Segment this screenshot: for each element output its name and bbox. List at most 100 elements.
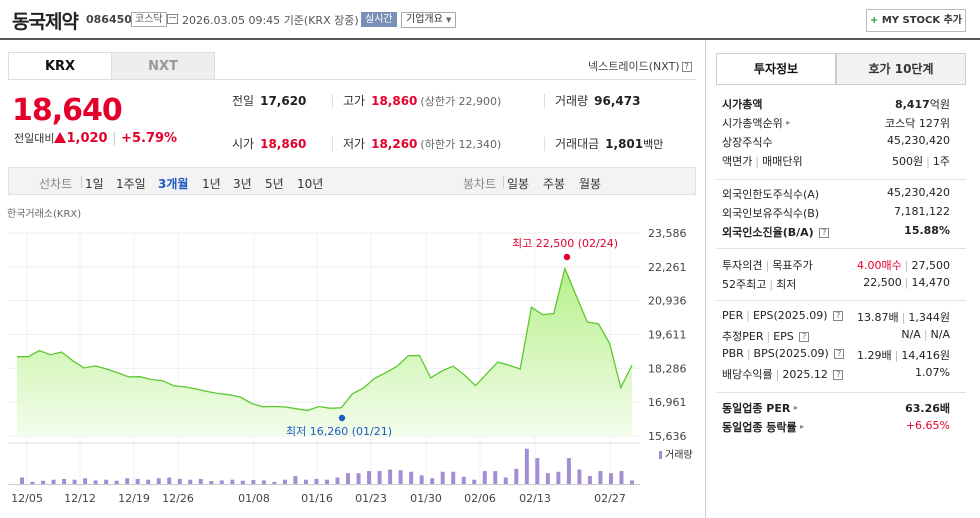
divider <box>81 176 82 188</box>
chevron-right-icon[interactable]: ▸ <box>793 403 798 412</box>
volume-bar <box>230 479 235 484</box>
info-value: 1.07% <box>915 366 950 379</box>
corp-info-dropdown[interactable]: 기업개요 ▼ <box>401 12 457 28</box>
tab-underline <box>716 84 966 85</box>
current-price: 18,640 <box>12 93 123 128</box>
candle-daily[interactable]: 일봉 <box>507 177 530 191</box>
volume-bar <box>630 480 634 484</box>
chevron-right-icon[interactable]: ▸ <box>786 118 791 127</box>
volume-bar <box>209 481 214 484</box>
tab-invest-info[interactable]: 투자정보 <box>716 53 836 85</box>
nxt-link[interactable]: 넥스트레이드(NXT)? <box>588 58 692 74</box>
volume-bar <box>598 471 603 484</box>
help-icon[interactable]: ? <box>834 349 845 359</box>
volume-bar <box>261 480 266 484</box>
add-mystock-button[interactable]: + MY STOCK 추가 <box>866 9 966 32</box>
low-marker <box>338 414 346 422</box>
tab-orderbook[interactable]: 호가 10단계 <box>836 53 966 85</box>
volume-bar <box>272 481 277 484</box>
tab-nxt[interactable]: NXT <box>111 52 215 80</box>
y-tick-label: 23,586 <box>648 227 687 240</box>
volume-bar <box>356 473 361 484</box>
help-icon[interactable]: ? <box>681 62 692 72</box>
help-icon[interactable]: ? <box>799 332 810 342</box>
x-tick-label: 12/05 <box>11 492 43 505</box>
y-tick-label: 20,936 <box>648 295 687 308</box>
change-label: 전일대비 <box>14 132 55 145</box>
info-row: 투자의견 | 목표주가 4.00매수 | 27,500 <box>722 257 950 275</box>
volume-bar <box>577 469 582 484</box>
volume-bar <box>346 473 351 484</box>
stat-open: 시가 18,860 <box>232 137 307 151</box>
volume-bar <box>388 469 393 484</box>
price-line <box>17 266 633 412</box>
tab-krx[interactable]: KRX <box>8 52 112 80</box>
info-value: 500원 | 1주 <box>892 155 950 168</box>
divider <box>716 179 966 180</box>
period-3y[interactable]: 3년 <box>233 177 252 191</box>
x-tick-label: 02/27 <box>594 492 626 505</box>
y-tick-label: 15,636 <box>648 430 687 443</box>
quote-stats: 전일 17,620 고가 18,860 (상한가 22,900) 거래량 96,473 … <box>232 88 692 158</box>
chart-source-label: 한국거래소(KRX) <box>7 208 81 220</box>
volume-bar <box>240 480 245 484</box>
info-value: 45,230,420 <box>887 134 950 147</box>
volume-bar <box>493 471 498 484</box>
stat-high: 고가 18,860 (상한가 22,900) <box>343 94 502 108</box>
info-label: 배당수익률 | 2025.12 ? <box>722 366 844 382</box>
volume-bar <box>219 480 224 484</box>
volume-bar <box>619 471 624 484</box>
period-1d[interactable]: 1일 <box>85 177 104 191</box>
period-1y[interactable]: 1년 <box>202 177 221 191</box>
chevron-right-icon[interactable]: ▸ <box>800 422 805 431</box>
period-5y[interactable]: 5년 <box>265 177 284 191</box>
volume-bar <box>251 480 256 484</box>
period-3m[interactable]: 3개월 <box>158 177 189 191</box>
info-label: 외국인소진율(B/A) ? <box>722 224 830 240</box>
up-arrow-icon <box>54 132 67 143</box>
period-1w[interactable]: 1주일 <box>116 177 146 191</box>
divider <box>716 392 966 393</box>
volume-bar <box>72 479 77 484</box>
info-label: 외국인한도주식수(A) <box>722 188 820 201</box>
volume-bar <box>30 481 35 484</box>
divider <box>716 248 966 249</box>
stock-code: 086450 <box>86 13 132 26</box>
plus-icon: + <box>869 15 879 26</box>
info-row: PER | EPS(2025.09) ? 13.87배 | 1,344원 <box>722 309 950 327</box>
volume-bar <box>377 471 382 484</box>
line-chart-label: 선차트 <box>39 177 73 191</box>
y-tick-label: 22,261 <box>648 261 687 274</box>
y-tick-label: 16,961 <box>648 396 687 409</box>
volume-bar <box>566 458 571 484</box>
volume-bar <box>524 448 529 484</box>
info-row: 액면가 | 매매단위 500원 | 1주 <box>722 153 950 171</box>
volume-bar <box>125 478 130 484</box>
candle-monthly[interactable]: 월봉 <box>579 177 602 191</box>
change-percent: +5.79% <box>121 131 178 146</box>
info-value: 45,230,420 <box>887 186 950 199</box>
help-icon[interactable]: ? <box>833 370 844 380</box>
price-chart-svg: 한국거래소(KRX) 23,586 22,261 20,936 19,611 18,286… <box>7 208 693 505</box>
candle-weekly[interactable]: 주봉 <box>543 177 566 191</box>
volume-bar <box>535 458 540 484</box>
volume-bar <box>325 479 329 484</box>
info-label: 동일업종 PER ▸ <box>722 402 798 415</box>
info-row: 외국인소진율(B/A) ? 15.88% <box>722 224 950 242</box>
period-10y[interactable]: 10년 <box>297 177 324 191</box>
volume-bar <box>398 470 403 484</box>
info-row: PBR | BPS(2025.09) ? 1.29배 | 14,416원 <box>722 347 950 365</box>
volume-bar <box>282 479 287 484</box>
volume-bar <box>461 476 466 484</box>
info-label: 투자의견 | 목표주가 <box>722 259 813 272</box>
info-label: 외국인보유주식수(B) <box>722 207 820 220</box>
info-row: 동일업종 등락률 ▸ +6.65% <box>722 419 950 437</box>
help-icon[interactable]: ? <box>819 228 830 238</box>
volume-bar <box>83 478 88 484</box>
price-chart[interactable]: 한국거래소(KRX) 23,586 22,261 20,936 19,611 18,286… <box>0 200 700 518</box>
quote-datetime: 2026.03.05 09:45 기준(KRX 장중) <box>182 14 359 27</box>
low-annotation: 최저 16,260 (01/21) <box>286 425 392 438</box>
help-icon[interactable]: ? <box>833 311 844 321</box>
volume-bar <box>367 471 372 484</box>
info-value: N/A | N/A <box>901 328 950 341</box>
